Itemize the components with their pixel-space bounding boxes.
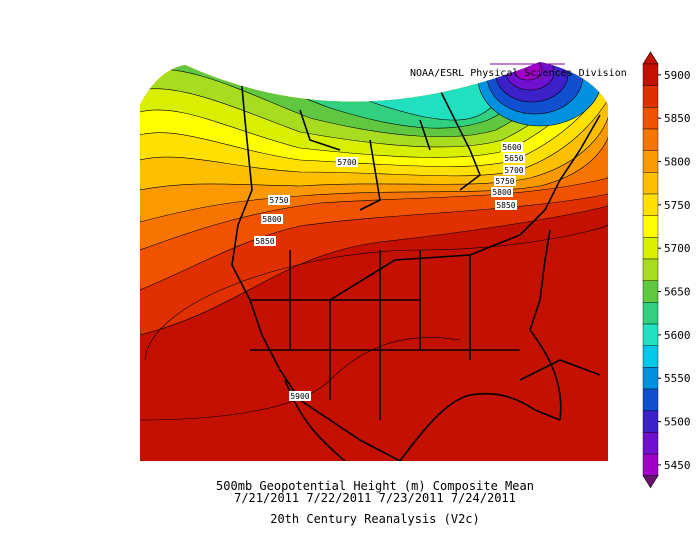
contour-label-box [501, 142, 523, 152]
contour-label: 5700 [504, 166, 523, 175]
map-area [140, 62, 608, 461]
colorbar-box [642, 85, 659, 108]
colorbar-box [642, 258, 659, 281]
title-line: 20th Century Reanalysis (V2c) [270, 512, 480, 526]
contour-label: 5900 [290, 392, 309, 401]
contour-label-box [254, 236, 276, 246]
colorbar-box [642, 237, 659, 260]
colorbar-box [642, 388, 659, 411]
colorbar-box [642, 345, 659, 368]
title-line: 7/21/2011 7/22/2011 7/23/2011 7/24/2011 [234, 491, 516, 505]
contour-label-box [494, 176, 516, 186]
coastline [399, 392, 561, 461]
colorbar-label: 5700 [664, 242, 691, 255]
colorbar-box [642, 302, 659, 325]
colorbar-label: 5500 [664, 416, 691, 429]
coastline [529, 229, 562, 421]
colorbar-label: 5550 [664, 372, 691, 385]
colorbar-box [642, 193, 659, 216]
contour-label-box [336, 157, 358, 167]
coastline [299, 109, 431, 151]
contour-label-box [268, 195, 290, 205]
contour-label-box [495, 200, 517, 210]
colorbar-bottom [642, 475, 659, 489]
coastline [231, 64, 401, 461]
colorbar-box [642, 280, 659, 303]
contour-label-box [503, 165, 525, 175]
contour-label-box [289, 391, 311, 401]
contour-label: 5650 [504, 154, 523, 163]
contour-label-box [503, 153, 525, 163]
colorbar-box [642, 128, 659, 151]
colorbar-top [642, 51, 659, 65]
colorbar-box [642, 63, 659, 86]
colorbar-label: 5600 [664, 329, 691, 342]
colorbar-box [642, 367, 659, 390]
overlay: 5600 5650 5700 5750 5800 5850 5700 5750 5800 5850… [254, 142, 525, 401]
colorbar-label: 5450 [664, 459, 691, 472]
credit: NOAA/ESRL Physical Sciences Division [410, 68, 627, 79]
contour-label-box [491, 187, 513, 197]
contour-label: 5700 [337, 158, 356, 167]
contour-label-box [261, 214, 283, 224]
contour-label: 5850 [496, 201, 515, 210]
colorbar-box [642, 215, 659, 238]
colorbar-box [642, 432, 659, 455]
colorbar-box [642, 410, 659, 433]
colorbar-box [642, 172, 659, 195]
colorbar-label: 5800 [664, 156, 691, 169]
colorbar-box [642, 107, 659, 130]
colorbar-label: 5900 [664, 69, 691, 82]
contour-label: 5750 [269, 196, 288, 205]
title-line: 500mb Geopotential Height (m) Composite … [216, 479, 534, 493]
coastline [329, 114, 601, 301]
colorbar-label: 5850 [664, 112, 691, 125]
contour-label: 5800 [262, 215, 281, 224]
colorbar-box [642, 323, 659, 346]
coastline [519, 359, 601, 381]
colorbar-box [642, 150, 659, 173]
contour-label: 5600 [502, 143, 521, 152]
contour-line [144, 224, 608, 361]
contour-label: 5750 [495, 177, 514, 186]
coastline [359, 89, 481, 211]
colorbar-label: 5650 [664, 286, 691, 299]
colorbar-label: 5750 [664, 199, 691, 212]
coastline [250, 250, 520, 420]
colorbar-box [642, 453, 659, 476]
contour-label: 5850 [255, 237, 274, 246]
contour-label: 5800 [492, 188, 511, 197]
